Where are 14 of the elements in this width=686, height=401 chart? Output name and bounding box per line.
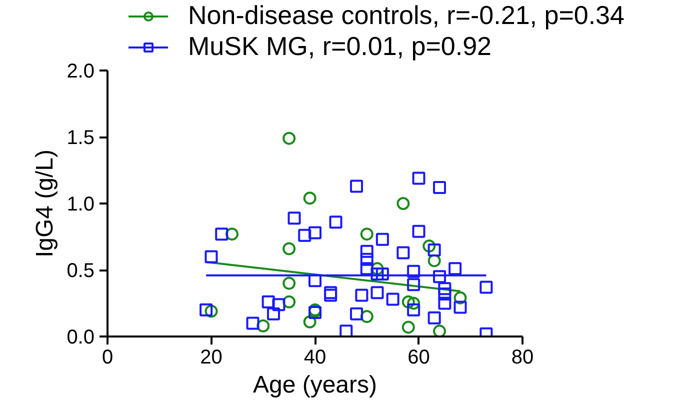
y-tick-label: 0.0 — [66, 326, 95, 348]
y-tick-label: 1.0 — [66, 194, 95, 216]
legend-label: MuSK MG, r=0.01, p=0.92 — [188, 31, 492, 62]
x-tick-label: 40 — [304, 346, 326, 368]
y-tick-label: 1.5 — [66, 127, 95, 149]
x-tick-label: 0 — [102, 346, 114, 368]
x-tick-label: 20 — [200, 346, 222, 368]
x-tick-label: 80 — [511, 346, 534, 368]
legend-label: Non-disease controls, r=-0.21, p=0.34 — [188, 0, 624, 31]
y-axis-title: IgG4 (g/L) — [32, 149, 59, 258]
x-axis-title: Age (years) — [252, 372, 378, 398]
x-tick-label: 60 — [408, 346, 430, 368]
y-tick-label: 0.5 — [66, 260, 95, 282]
y-tick-label: 2.0 — [66, 60, 95, 82]
